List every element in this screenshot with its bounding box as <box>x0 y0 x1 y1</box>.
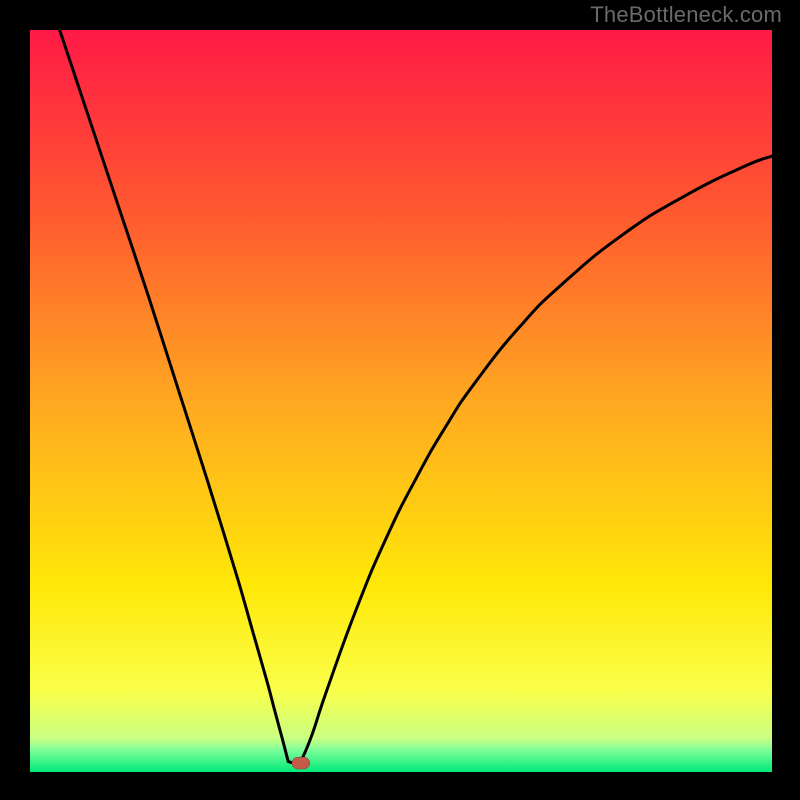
chart-frame: TheBottleneck.com <box>0 0 800 800</box>
optimum-marker <box>292 757 310 769</box>
curve-svg <box>0 0 800 800</box>
bottleneck-curve <box>60 30 772 764</box>
